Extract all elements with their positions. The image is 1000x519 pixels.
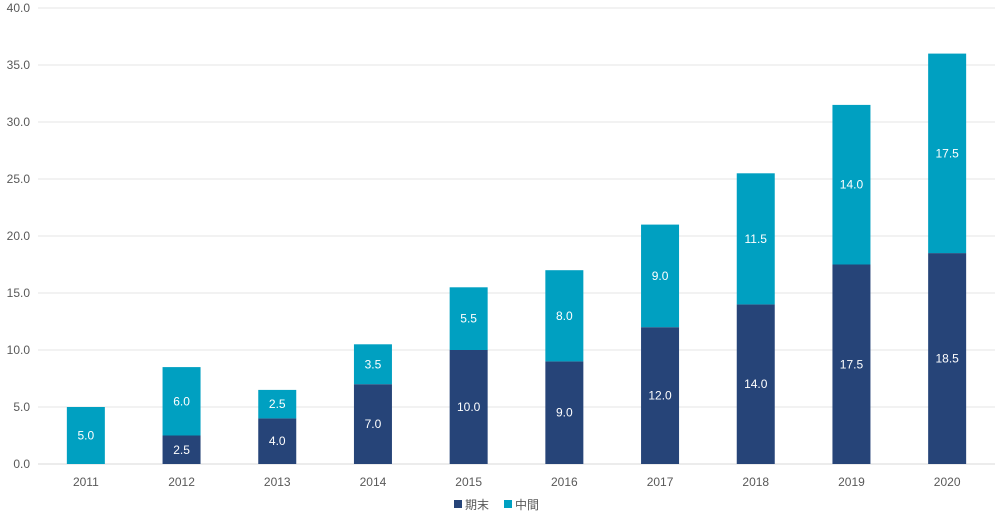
data-label: 8.0	[556, 309, 573, 323]
legend-label: 中間	[515, 497, 539, 512]
data-label: 14.0	[840, 178, 864, 192]
data-label: 9.0	[556, 406, 573, 420]
bar-segment	[736, 304, 775, 464]
bar-segment	[353, 384, 392, 464]
x-tick-label: 2013	[264, 475, 291, 489]
bar-segment	[545, 270, 584, 362]
data-label: 11.5	[745, 232, 768, 246]
y-tick-label: 5.0	[13, 400, 30, 414]
x-tick-label: 2017	[647, 475, 674, 489]
legend-label: 期末	[465, 498, 489, 512]
y-tick-label: 10.0	[7, 343, 31, 357]
data-label: 6.0	[173, 394, 190, 408]
x-tick-label: 2012	[168, 475, 195, 489]
bar-segment	[641, 224, 680, 328]
data-label: 14.0	[744, 377, 768, 391]
legend-swatch	[504, 500, 512, 508]
bar-segment	[162, 435, 201, 464]
y-axis: 0.0 5.0 10.0 15.0 20.0 25.0 30.0 35.0 40.0	[7, 1, 31, 471]
x-tick-label: 2019	[838, 475, 865, 489]
data-label: 7.0	[365, 417, 382, 431]
x-tick-label: 2011	[73, 475, 99, 489]
bar-segment	[258, 418, 297, 464]
y-tick-label: 25.0	[7, 172, 31, 186]
data-label: 18.5	[935, 352, 959, 366]
data-label: 12.0	[648, 389, 672, 403]
y-tick-label: 40.0	[7, 1, 31, 15]
data-label: 5.5	[460, 312, 477, 326]
data-label: 4.0	[269, 434, 286, 448]
y-tick-label: 35.0	[7, 58, 31, 72]
data-label: 17.5	[935, 146, 959, 160]
x-tick-label: 2015	[455, 475, 482, 489]
bar-segment	[736, 173, 775, 305]
bar-segment	[545, 361, 584, 464]
x-axis: 2011 2012 2013 2014 2015 2016 2017 2018 2019 2020	[73, 475, 961, 489]
y-tick-label: 30.0	[7, 115, 31, 129]
data-labels: 5.0 2.5 6.0 4.0 2.5 7.0 3.5 10.0 5.5 9.0 8.0 12.0 9.…	[78, 146, 960, 456]
y-tick-label: 20.0	[7, 229, 31, 243]
bar-segment	[162, 367, 201, 436]
bar-segment	[832, 264, 871, 464]
x-tick-label: 2020	[934, 475, 961, 489]
legend: 期末 中間	[454, 497, 539, 512]
x-tick-label: 2014	[360, 475, 387, 489]
data-label: 5.0	[78, 429, 95, 443]
x-tick-label: 2018	[742, 475, 769, 489]
y-tick-label: 15.0	[7, 286, 31, 300]
bars	[66, 53, 967, 464]
x-tick-label: 2016	[551, 475, 578, 489]
data-label: 10.0	[457, 400, 481, 414]
data-label: 17.5	[840, 357, 864, 371]
bar-segment	[832, 104, 871, 265]
legend-swatch	[454, 500, 462, 508]
data-label: 2.5	[269, 397, 286, 411]
data-label: 3.5	[365, 357, 382, 371]
bar-segment	[258, 389, 297, 419]
bar-segment	[928, 53, 967, 254]
y-tick-label: 0.0	[13, 457, 30, 471]
bar-segment	[449, 350, 488, 464]
bar-segment	[449, 287, 488, 350]
bar-segment	[641, 327, 680, 464]
bar-segment	[928, 253, 967, 464]
data-label: 9.0	[652, 269, 669, 283]
bar-segment	[66, 407, 105, 464]
bar-segment	[353, 344, 392, 385]
data-label: 2.5	[173, 443, 190, 457]
